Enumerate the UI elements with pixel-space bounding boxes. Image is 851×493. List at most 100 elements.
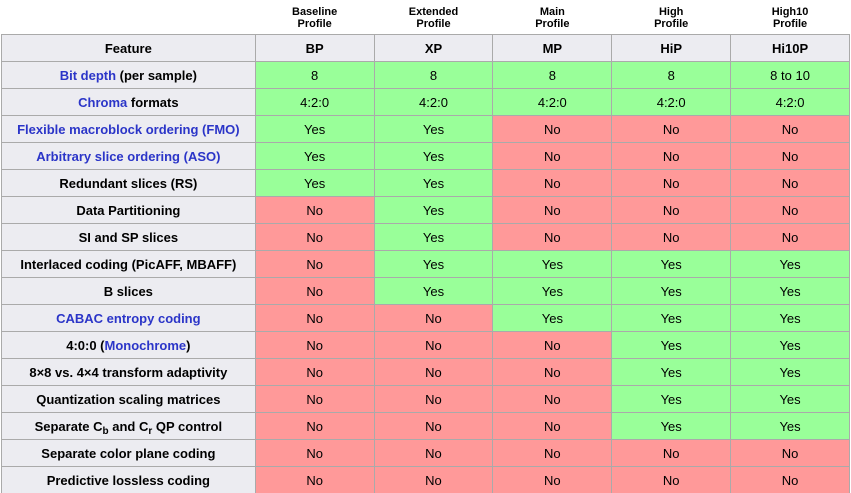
feature-label-text: QP control xyxy=(152,418,223,434)
value-cell: Yes xyxy=(611,304,732,332)
value-cell: No xyxy=(254,223,375,251)
feature-label: Data Partitioning xyxy=(1,196,256,224)
profile-abbr-header: XP xyxy=(373,34,494,62)
profile-names-row: Baseline Profile Extended Profile Main Profil… xyxy=(1,2,850,35)
value-cell: Yes xyxy=(373,250,494,278)
feature-label: Flexible macroblock ordering (FMO) xyxy=(1,115,256,143)
value-cell: No xyxy=(611,196,732,224)
feature-column-header: Feature xyxy=(1,34,256,62)
feature-label: Interlaced coding (PicAFF, MBAFF) xyxy=(1,250,256,278)
value-cell: No xyxy=(492,223,613,251)
feature-label: CABAC entropy coding xyxy=(1,304,256,332)
profile-name-line2: Profile xyxy=(416,18,451,30)
value-cell: No xyxy=(254,277,375,305)
value-cell: Yes xyxy=(373,142,494,170)
value-cell: 4:2:0 xyxy=(373,88,494,116)
value-cell: Yes xyxy=(611,385,732,413)
value-cell: No xyxy=(611,142,732,170)
profile-name-line1: Main xyxy=(539,6,565,18)
value-cell: Yes xyxy=(611,412,732,440)
profile-abbr-header: HiP xyxy=(611,34,732,62)
feature-label: SI and SP slices xyxy=(1,223,256,251)
profile-name-header: Extended Profile xyxy=(374,2,493,35)
profile-name-line2: Profile xyxy=(297,18,332,30)
feature-label-text: SI and SP slices xyxy=(78,229,179,245)
profile-name-header: Main Profile xyxy=(492,2,612,35)
feature-label: Separate color plane coding xyxy=(1,439,256,467)
value-cell: 8 xyxy=(611,61,732,89)
feature-label-text: r xyxy=(148,425,153,437)
feature-label-text: Data Partitioning xyxy=(76,202,181,218)
value-cell: No xyxy=(254,331,375,359)
value-cell: No xyxy=(254,439,375,467)
profile-abbr-header: BP xyxy=(254,34,375,62)
table-row: Interlaced coding (PicAFF, MBAFF) No Yes Ye… xyxy=(1,250,850,278)
value-cell: No xyxy=(373,385,494,413)
value-cell: Yes xyxy=(730,412,850,440)
value-cell: No xyxy=(492,331,613,359)
value-cell: No xyxy=(492,115,613,143)
value-cell: No xyxy=(611,169,732,197)
wiki-link[interactable]: Chroma xyxy=(78,94,128,110)
table-row: B slices No Yes Yes Yes Yes xyxy=(1,277,850,305)
value-cell: No xyxy=(254,304,375,332)
value-cell: Yes xyxy=(611,331,732,359)
value-cell: No xyxy=(492,358,613,386)
value-cell: No xyxy=(254,385,375,413)
feature-label: Bit depth (per sample) xyxy=(1,61,256,89)
value-cell: Yes xyxy=(730,358,850,386)
value-cell: No xyxy=(373,358,494,386)
feature-label: Predictive lossless coding xyxy=(1,466,256,493)
value-cell: 4:2:0 xyxy=(492,88,613,116)
value-cell: No xyxy=(373,412,494,440)
table-row: Predictive lossless coding No No No No No xyxy=(1,466,850,493)
value-cell: 4:2:0 xyxy=(254,88,375,116)
wiki-link[interactable]: Monochrome xyxy=(104,337,187,353)
feature-label-text: formats xyxy=(127,94,179,110)
value-cell: 8 xyxy=(492,61,613,89)
feature-label-text: (per sample) xyxy=(116,67,197,83)
profile-name-line1: High xyxy=(658,6,684,18)
wiki-link[interactable]: Arbitrary slice ordering (ASO) xyxy=(36,148,221,164)
table-row: Separate color plane coding No No No No No xyxy=(1,439,850,467)
value-cell: Yes xyxy=(730,385,850,413)
table-row: SI and SP slices No Yes No No No xyxy=(1,223,850,251)
profile-name-header: Baseline Profile xyxy=(255,2,375,35)
column-header-row: Feature BP XP MP HiP Hi10P xyxy=(1,34,850,62)
feature-label-text: B slices xyxy=(103,283,153,299)
table-row: Flexible macroblock ordering (FMO) Yes Yes… xyxy=(1,115,850,143)
value-cell: No xyxy=(730,439,850,467)
value-cell: No xyxy=(611,466,732,493)
value-cell: 8 to 10 xyxy=(730,61,850,89)
table-row: CABAC entropy coding No No Yes Yes Yes xyxy=(1,304,850,332)
value-cell: Yes xyxy=(373,115,494,143)
profile-name-header: High10 Profile xyxy=(730,2,850,35)
feature-label-text: Separate C xyxy=(34,418,103,434)
value-cell: No xyxy=(254,412,375,440)
value-cell: No xyxy=(611,223,732,251)
value-cell: No xyxy=(492,196,613,224)
wiki-link[interactable]: Bit depth xyxy=(59,67,117,83)
value-cell: 4:2:0 xyxy=(730,88,850,116)
value-cell: Yes xyxy=(611,277,732,305)
value-cell: No xyxy=(492,385,613,413)
value-cell: Yes xyxy=(373,196,494,224)
feature-label-text: ) xyxy=(186,337,191,353)
value-cell: No xyxy=(254,196,375,224)
feature-label: Separate Cb and Cr QP control xyxy=(1,412,256,440)
wiki-link[interactable]: CABAC entropy coding xyxy=(56,310,201,326)
value-cell: No xyxy=(373,466,494,493)
table-row: Bit depth (per sample) 8 8 8 8 8 to 10 xyxy=(1,61,850,89)
wiki-link[interactable]: Flexible macroblock ordering (FMO) xyxy=(17,121,240,137)
value-cell: Yes xyxy=(492,250,613,278)
feature-label: Redundant slices (RS) xyxy=(1,169,256,197)
profile-name-line2: Profile xyxy=(535,18,570,30)
profile-name-header: High Profile xyxy=(611,2,731,35)
value-cell: Yes xyxy=(611,250,732,278)
value-cell: No xyxy=(373,439,494,467)
value-cell: No xyxy=(730,466,850,493)
value-cell: No xyxy=(492,412,613,440)
value-cell: No xyxy=(492,439,613,467)
